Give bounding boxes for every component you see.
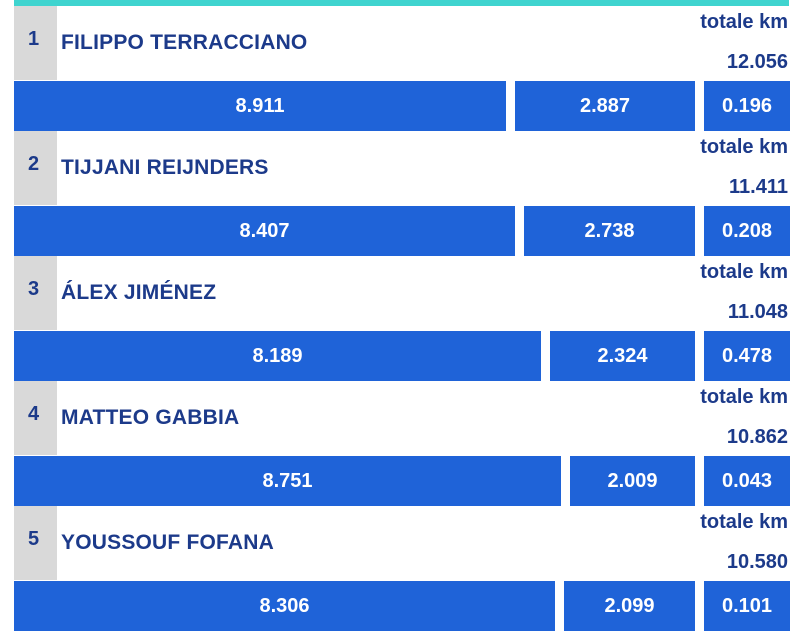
distance-segment-1: 8.751 <box>14 456 561 506</box>
player-name: YOUSSOUF FOFANA <box>61 531 275 554</box>
segment-bar: 8.751 2.009 0.043 <box>14 456 790 506</box>
player-row: 4 MATTEO GABBIA totale km 10.862 8.751 2.009 0… <box>14 381 790 506</box>
rank-box: 2 <box>14 131 57 205</box>
total-value: 11.411 <box>729 176 788 198</box>
total-label: totale km <box>700 261 788 283</box>
segment-bar: 8.911 2.887 0.196 <box>14 81 790 131</box>
distance-segment-3: 0.196 <box>704 81 790 131</box>
rank-number: 5 <box>27 528 40 550</box>
distance-segment-1: 8.306 <box>14 581 555 631</box>
distance-segment-1: 8.189 <box>14 331 541 381</box>
player-row: 3 ÁLEX JIMÉNEZ totale km 11.048 8.189 2.324 0.… <box>14 256 790 381</box>
player-name: MATTEO GABBIA <box>61 406 240 429</box>
top-accent-bar <box>14 0 789 6</box>
player-row: 1 FILIPPO TERRACCIANO totale km 12.056 8.911… <box>14 6 790 131</box>
distance-segment-3: 0.478 <box>704 331 790 381</box>
rank-box: 5 <box>14 506 57 580</box>
distance-segment-2: 2.738 <box>524 206 695 256</box>
total-label: totale km <box>700 11 788 33</box>
rank-box: 4 <box>14 381 57 455</box>
rank-number: 3 <box>27 278 40 300</box>
player-row: 2 TIJJANI REIJNDERS totale km 11.411 8.407 2.… <box>14 131 790 256</box>
segment-bar: 8.189 2.324 0.478 <box>14 331 790 381</box>
player-row: 5 YOUSSOUF FOFANA totale km 10.580 8.306 2.09… <box>14 506 790 631</box>
distance-segment-3: 0.043 <box>704 456 790 506</box>
distance-segment-3: 0.208 <box>704 206 790 256</box>
distance-segment-1: 8.407 <box>14 206 515 256</box>
total-value: 11.048 <box>727 301 788 323</box>
distance-segment-2: 2.887 <box>515 81 695 131</box>
rank-number: 1 <box>27 28 40 50</box>
rank-number: 2 <box>27 153 40 175</box>
distance-segment-2: 2.009 <box>570 456 695 506</box>
total-label: totale km <box>700 136 788 158</box>
total-label: totale km <box>700 386 788 408</box>
total-value: 12.056 <box>726 51 788 73</box>
distance-segment-3: 0.101 <box>704 581 790 631</box>
segment-bar: 8.306 2.099 0.101 <box>14 581 790 631</box>
player-name: FILIPPO TERRACCIANO <box>61 31 308 54</box>
rank-number: 4 <box>27 403 40 425</box>
distance-segment-2: 2.324 <box>550 331 695 381</box>
player-name: TIJJANI REIJNDERS <box>61 156 269 179</box>
total-value: 10.862 <box>726 426 788 448</box>
player-name: ÁLEX JIMÉNEZ <box>61 281 217 304</box>
segment-bar: 8.407 2.738 0.208 <box>14 206 790 256</box>
total-label: totale km <box>700 511 788 533</box>
distance-segment-2: 2.099 <box>564 581 695 631</box>
rank-box: 3 <box>14 256 57 330</box>
total-value: 10.580 <box>726 551 788 573</box>
rank-box: 1 <box>14 6 57 80</box>
distance-segment-1: 8.911 <box>14 81 506 131</box>
